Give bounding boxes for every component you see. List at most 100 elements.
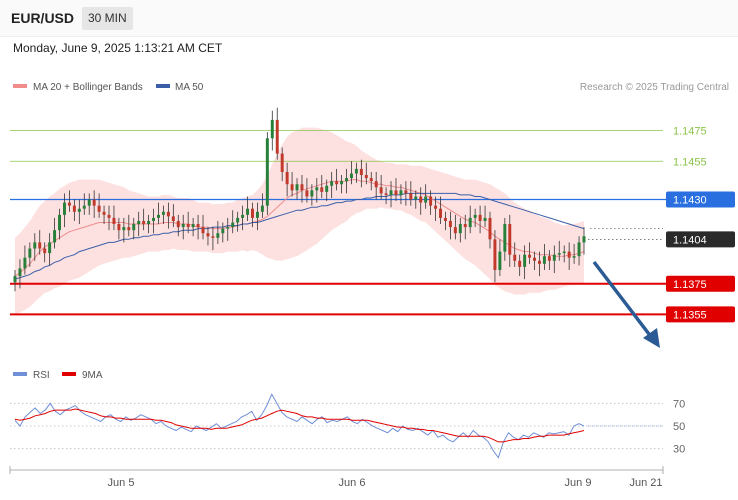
candle-body — [122, 227, 126, 231]
candle — [547, 250, 551, 270]
candle — [478, 205, 482, 234]
candle — [221, 222, 225, 243]
candle — [295, 178, 299, 200]
bollinger-band-area — [15, 127, 584, 315]
candle-body — [48, 242, 52, 254]
level-label-box-1.1404 — [666, 231, 735, 248]
candle-body — [340, 181, 344, 185]
candle-body — [280, 153, 284, 172]
candle — [117, 217, 121, 240]
level-label-1.1455: 1.1455 — [673, 156, 707, 168]
candle — [77, 199, 81, 225]
candle-body — [572, 256, 576, 258]
candle — [508, 214, 512, 267]
candle-body — [196, 224, 200, 228]
legend-swatch-rsi — [13, 372, 27, 376]
candle-body — [335, 181, 339, 185]
candle-body — [483, 217, 487, 221]
candle-body — [191, 224, 195, 228]
candle — [453, 214, 457, 240]
candle — [434, 196, 438, 221]
candle — [107, 205, 111, 231]
candle-body — [18, 268, 22, 277]
candle — [503, 217, 507, 261]
candle-body — [147, 220, 151, 225]
candle — [330, 171, 334, 198]
candle-body — [488, 217, 492, 240]
candle-body — [285, 171, 289, 185]
rsi-tick-70: 70 — [673, 398, 685, 410]
timeframe-badge[interactable]: 30 MIN — [82, 7, 133, 30]
candle — [23, 245, 27, 275]
candle — [82, 193, 86, 215]
candle — [349, 161, 353, 185]
x-tick-jun-21: Jun 21 — [629, 477, 662, 489]
candle-body — [325, 185, 329, 192]
candle-body — [443, 217, 447, 221]
candle — [300, 175, 304, 203]
candle — [577, 236, 581, 266]
candle-body — [275, 119, 279, 154]
candle — [498, 239, 502, 277]
candle-body — [577, 242, 581, 257]
candle — [369, 171, 373, 191]
candle — [414, 190, 418, 209]
x-tick-jun-5: Jun 5 — [108, 477, 135, 489]
candle-body — [394, 190, 398, 195]
candle-body — [181, 224, 185, 228]
candle-body — [201, 227, 205, 234]
candle — [196, 214, 200, 240]
candle — [409, 181, 413, 206]
candle — [171, 204, 175, 228]
candle — [28, 242, 32, 267]
candle-body — [320, 187, 324, 192]
candle — [310, 184, 314, 206]
candle — [92, 190, 96, 218]
candle — [483, 205, 487, 228]
candle — [567, 242, 571, 270]
candle — [359, 159, 363, 188]
candle-body — [582, 236, 586, 243]
candle-body — [473, 214, 477, 218]
x-tick-jun-9: Jun 9 — [565, 477, 592, 489]
candle — [379, 175, 383, 200]
candle-body — [434, 205, 438, 209]
candle-body — [62, 202, 66, 215]
candle-body — [107, 214, 111, 218]
candle — [320, 175, 324, 198]
candle-body — [414, 196, 418, 200]
candle-body — [251, 208, 254, 218]
candle — [181, 214, 185, 240]
candle-body — [468, 217, 472, 228]
candle — [419, 187, 423, 215]
candle — [399, 184, 403, 205]
candle — [176, 214, 180, 237]
candle — [216, 220, 220, 244]
candle — [166, 202, 170, 229]
rsi-tick-50: 50 — [673, 421, 685, 433]
legend-label-ma50: MA 50 — [175, 82, 204, 93]
candle-body — [295, 184, 299, 191]
candle — [340, 175, 344, 194]
datetime-label: Monday, June 9, 2025 1:13:21 AM CET — [13, 41, 223, 55]
candle — [463, 214, 467, 240]
candle — [448, 211, 452, 240]
candle-body — [439, 208, 442, 218]
candle — [275, 107, 279, 160]
candle — [424, 184, 428, 209]
candle-body — [102, 211, 106, 215]
candle — [87, 193, 91, 215]
candle-body — [542, 256, 546, 264]
candle — [191, 217, 195, 237]
candle-body — [310, 190, 314, 197]
candle — [542, 243, 546, 270]
candle-body — [399, 190, 403, 195]
candle — [315, 178, 319, 203]
candle-body — [537, 260, 541, 264]
candle — [112, 205, 116, 231]
rsi-line — [14, 393, 585, 459]
candle — [305, 178, 309, 203]
candle — [260, 193, 264, 218]
candle-body — [265, 138, 269, 206]
